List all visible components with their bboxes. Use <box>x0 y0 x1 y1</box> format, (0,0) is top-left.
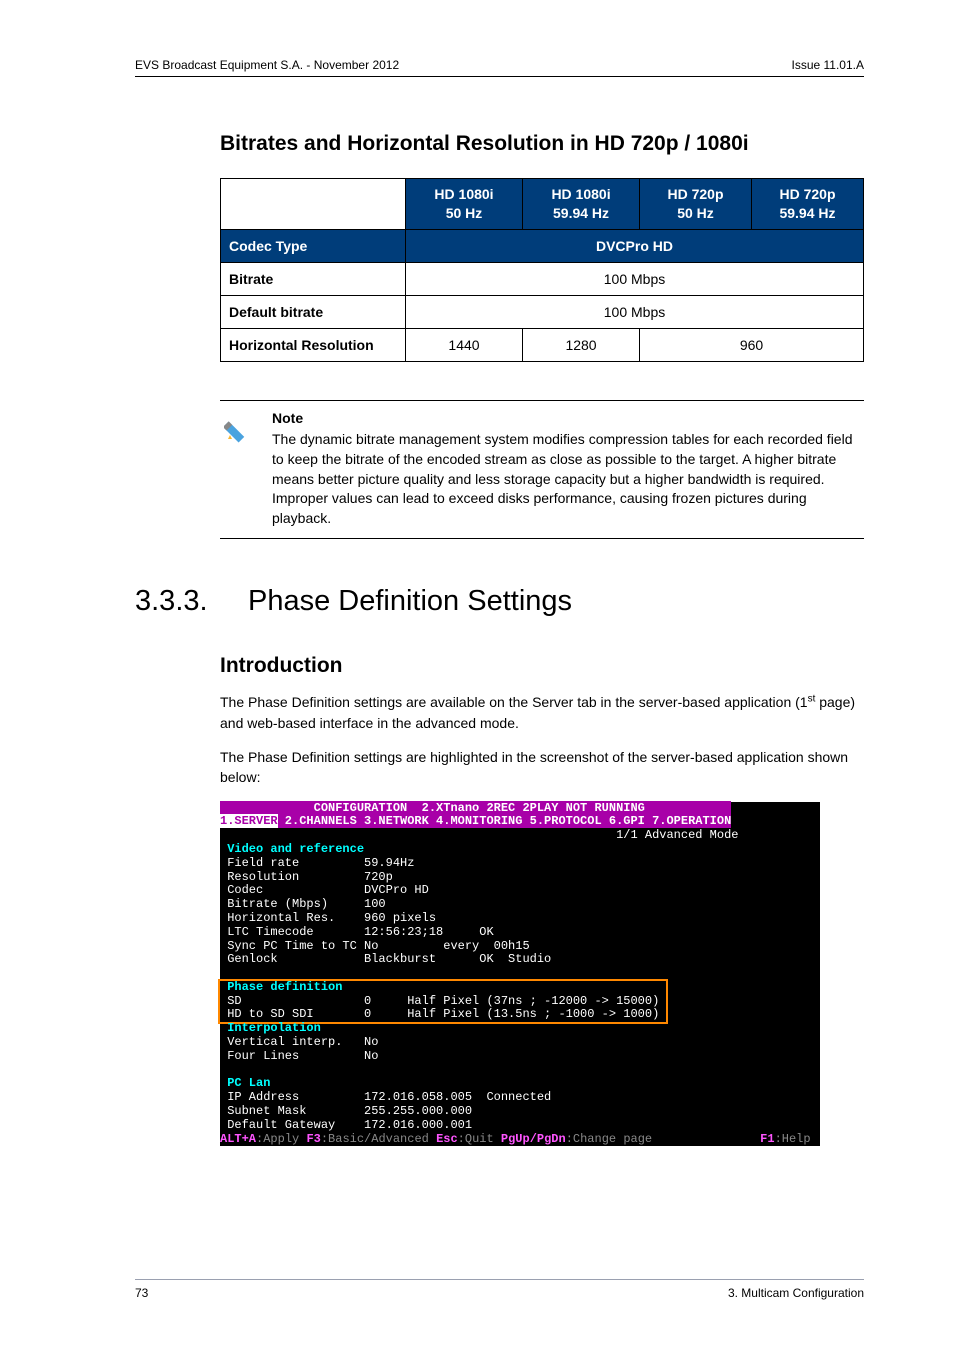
row-bitrate-label: Bitrate <box>221 262 406 295</box>
term-pclan-hdr: PC Lan <box>220 1076 270 1090</box>
footer-section: 3. Multicam Configuration <box>728 1286 864 1300</box>
row-hres-label: Horizontal Resolution <box>221 328 406 361</box>
term-line: Four Lines No <box>220 1049 378 1063</box>
note-body: The dynamic bitrate management system mo… <box>272 431 853 525</box>
section-title: Phase Definition Settings <box>248 585 572 618</box>
row-defbitrate-label: Default bitrate <box>221 295 406 328</box>
term-line: SD 0 Half Pixel (37ns ; -12000 -> 15000) <box>220 994 666 1008</box>
row-hres-1: 1440 <box>406 328 523 361</box>
intro-para-2: The Phase Definition settings are highli… <box>220 747 864 788</box>
term-line: Bitrate (Mbps) 100 <box>220 897 386 911</box>
term-line: Codec DVCPro HD <box>220 883 429 897</box>
term-tabs: 2.CHANNELS 3.NETWORK 4.MONITORING 5.PROT… <box>278 814 732 828</box>
row-hres-2: 1280 <box>523 328 640 361</box>
row-bitrate-value: 100 Mbps <box>406 262 864 295</box>
term-line: Genlock Blackburst OK Studio <box>220 952 551 966</box>
bitrate-table: HD 1080i 50 Hz HD 1080i 59.94 Hz HD 720p… <box>220 178 864 362</box>
term-tab-selected: 1.SERVER <box>220 814 278 828</box>
term-line: Vertical interp. No <box>220 1035 378 1049</box>
term-video-hdr: Video and reference <box>220 842 364 856</box>
col-hd720p-50: HD 720p 50 Hz <box>640 179 752 230</box>
phase-highlight-box: Phase definition SD 0 Half Pixel (37ns ;… <box>220 981 666 1022</box>
note-box: Note The dynamic bitrate management syst… <box>220 400 864 540</box>
pencil-icon <box>220 409 260 529</box>
page-header: EVS Broadcast Equipment S.A. - November … <box>135 58 864 77</box>
term-line: Default Gateway 172.016.000.001 <box>220 1118 472 1132</box>
term-line: Sync PC Time to TC No every 00h15 <box>220 939 530 953</box>
table-title: Bitrates and Horizontal Resolution in HD… <box>220 132 864 156</box>
term-line: LTC Timecode 12:56:23;18 OK <box>220 925 494 939</box>
term-interp-hdr: Interpolation <box>220 1021 321 1035</box>
terminal-screenshot: CONFIGURATION 2.XTnano 2REC 2PLAY NOT RU… <box>220 802 820 1147</box>
intro-para-1: The Phase Definition settings are availa… <box>220 692 864 733</box>
section-number: 3.3.3. <box>135 585 220 618</box>
row-hres-34: 960 <box>640 328 864 361</box>
row-codec-value: DVCPro HD <box>406 229 864 262</box>
header-right: Issue 11.01.A <box>792 58 865 72</box>
term-line: IP Address 172.016.058.005 Connected <box>220 1090 551 1104</box>
footer-page-number: 73 <box>135 1286 148 1300</box>
row-codec-label: Codec Type <box>221 229 406 262</box>
term-line: HD to SD SDI 0 Half Pixel (13.5ns ; -100… <box>220 1007 666 1021</box>
term-banner: CONFIGURATION 2.XTnano 2REC 2PLAY NOT RU… <box>220 801 731 815</box>
row-defbitrate-value: 100 Mbps <box>406 295 864 328</box>
col-hd720p-5994: HD 720p 59.94 Hz <box>751 179 863 230</box>
term-line: Resolution 720p <box>220 870 393 884</box>
term-mode: 1/1 Advanced Mode <box>220 828 738 842</box>
term-phase-hdr: Phase definition <box>220 980 342 994</box>
col-hd1080i-50: HD 1080i 50 Hz <box>406 179 523 230</box>
table-corner <box>221 179 406 230</box>
term-line: Field rate 59.94Hz <box>220 856 414 870</box>
col-hd1080i-5994: HD 1080i 59.94 Hz <box>523 179 640 230</box>
page-footer: 73 3. Multicam Configuration <box>135 1279 864 1300</box>
note-title: Note <box>272 409 864 429</box>
term-line: Subnet Mask 255.255.000.000 <box>220 1104 472 1118</box>
term-line: Horizontal Res. 960 pixels <box>220 911 436 925</box>
header-left: EVS Broadcast Equipment S.A. - November … <box>135 58 399 72</box>
subheading-intro: Introduction <box>220 654 864 678</box>
